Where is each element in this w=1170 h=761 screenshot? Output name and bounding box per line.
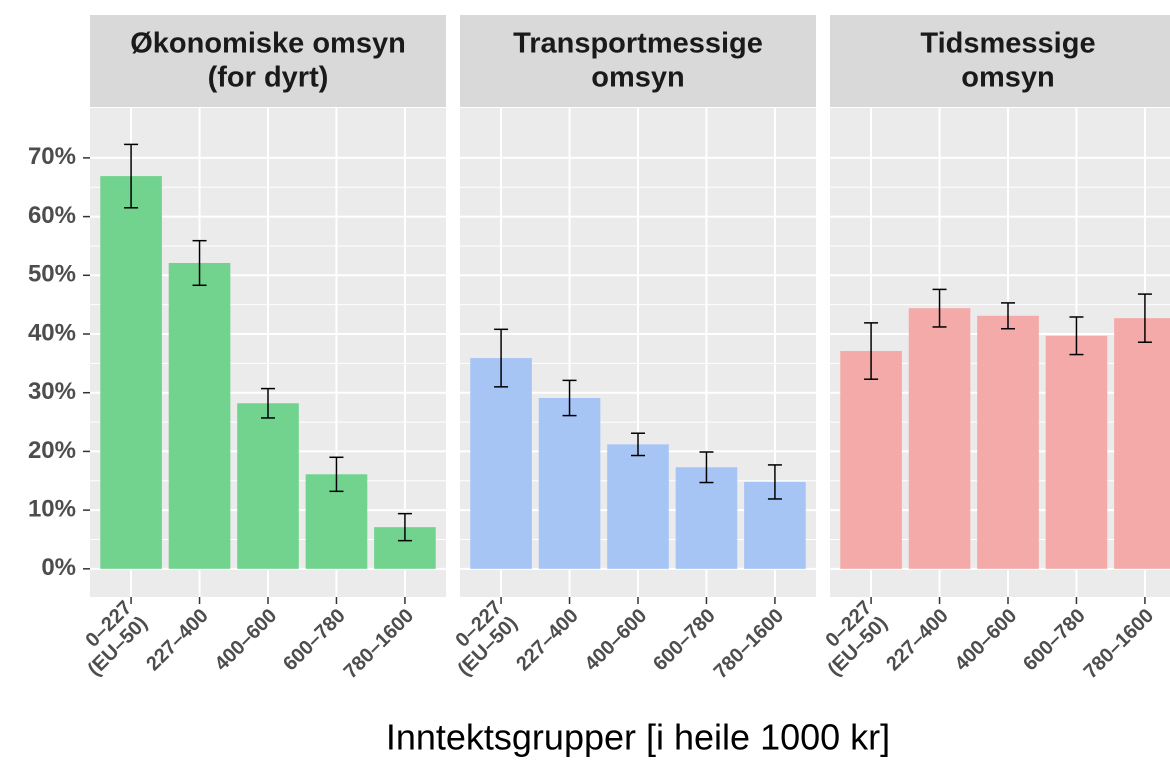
- error-bar: [932, 288, 947, 328]
- x-tick-label: 0–227(EU–50): [438, 597, 522, 681]
- x-tick-label: 600–780: [279, 605, 350, 676]
- bar: [840, 351, 902, 569]
- facet-title: Transportmessige omsyn: [513, 27, 763, 93]
- y-tick-label: 40%: [28, 319, 76, 346]
- error-bar: [124, 143, 139, 209]
- x-tick-label: 600–780: [649, 605, 720, 676]
- error-bar: [397, 512, 412, 542]
- facet-panel: Økonomiske omsyn (for dyrt) 0–227(EU–50)22…: [68, 15, 446, 683]
- error-bar: [1001, 302, 1015, 330]
- x-tick-label: 780–1600: [340, 605, 418, 683]
- y-tick-label: 50%: [28, 261, 76, 288]
- x-axis-title: Inntektsgrupper [i heile 1000 kr]: [386, 717, 890, 758]
- x-tick-label: 400–600: [211, 605, 282, 676]
- x-tick-label: 600–780: [1019, 605, 1090, 676]
- strip: [460, 15, 816, 107]
- x-tick-label: 400–600: [581, 605, 652, 676]
- error-bar: [329, 456, 344, 493]
- y-tick-label: 60%: [28, 202, 76, 229]
- facet-panel: Transportmessige omsyn 0–227(EU–50)227–400…: [438, 15, 816, 683]
- bar: [1114, 318, 1170, 569]
- x-tick-label: 400–600: [951, 605, 1022, 676]
- strip: [90, 15, 446, 107]
- y-tick-label: 0%: [41, 554, 76, 581]
- x-tick-label: 0–227(EU–50): [808, 597, 892, 681]
- bar: [470, 358, 532, 569]
- error-bar: [1069, 316, 1084, 356]
- bar: [168, 262, 231, 569]
- bar: [100, 176, 162, 569]
- facet-panel: Tidsmessige omsyn 0–227(EU–50)227–400400–6…: [808, 15, 1170, 683]
- facet-title: Økonomiske omsyn (for dyrt): [130, 27, 406, 93]
- error-bar: [562, 379, 577, 417]
- x-tick-label: 227–400: [142, 605, 213, 676]
- error-bar: [767, 464, 782, 500]
- error-bar: [494, 328, 509, 388]
- bar: [908, 308, 971, 569]
- bar: [237, 403, 299, 569]
- strip: [830, 15, 1170, 107]
- bar: [675, 467, 738, 569]
- bar: [607, 444, 669, 569]
- error-bar: [699, 451, 714, 484]
- bar: [1045, 335, 1108, 569]
- error-bar: [192, 239, 207, 287]
- bar: [538, 397, 601, 569]
- y-tick-label: 20%: [28, 437, 76, 464]
- error-bar: [631, 432, 645, 457]
- error-bar: [261, 387, 275, 419]
- x-tick-label: 227–400: [882, 605, 953, 676]
- x-tick-label: 780–1600: [1080, 605, 1158, 683]
- x-tick-label: 780–1600: [710, 605, 788, 683]
- error-bar: [1137, 293, 1152, 343]
- y-tick-label: 30%: [28, 378, 76, 405]
- x-tick-label: 227–400: [512, 605, 583, 676]
- bar: [977, 315, 1039, 569]
- error-bar: [864, 322, 879, 380]
- x-tick-label: 0–227(EU–50): [68, 597, 152, 681]
- facet-title: Tidsmessige omsyn: [920, 27, 1095, 93]
- y-tick-label: 70%: [28, 143, 76, 170]
- y-tick-label: 10%: [28, 495, 76, 522]
